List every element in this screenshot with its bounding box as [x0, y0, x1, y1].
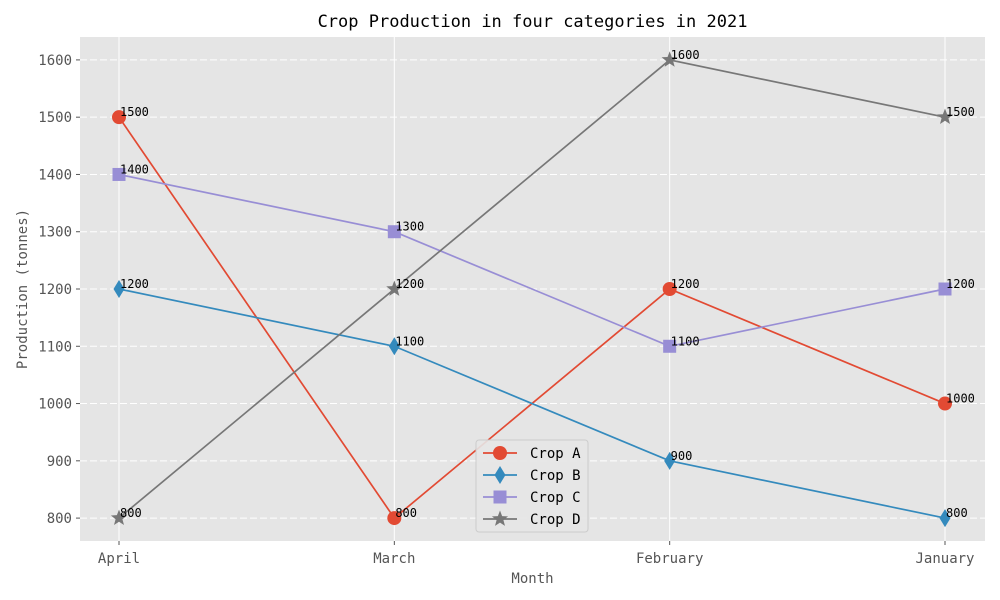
data-label-crop-b-february: 900	[671, 449, 693, 463]
x-axis-label: Month	[511, 571, 553, 587]
data-label-crop-a-april: 1500	[120, 105, 149, 119]
data-label-crop-a-january: 1000	[946, 392, 975, 406]
data-label-crop-d-april: 800	[120, 506, 142, 520]
data-label-crop-d-january: 1500	[946, 105, 975, 119]
marker-crop-b-february	[664, 451, 676, 470]
data-label-crop-b-april: 1200	[120, 277, 149, 291]
marker-crop-c-january	[938, 282, 952, 296]
legend-marker-crop-c	[493, 490, 507, 504]
data-label-crop-a-march: 800	[395, 506, 417, 520]
legend: Crop A Crop B Crop C Crop D	[475, 439, 589, 533]
data-label-crop-c-march: 1300	[395, 220, 424, 234]
legend-label-crop-d: Crop D	[530, 512, 581, 528]
series-line-crop-c	[118, 173, 946, 348]
data-label-crop-c-january: 1200	[946, 277, 975, 291]
marker-crop-d-april	[110, 509, 128, 525]
data-label-crop-d-march: 1200	[395, 277, 424, 291]
legend-box	[475, 439, 589, 533]
y-tick-label: 1500	[38, 110, 72, 126]
y-tick-label: 1000	[38, 397, 72, 413]
series-lines	[118, 58, 946, 520]
x-axis-ticks: April March February January	[98, 541, 975, 567]
legend-label-crop-c: Crop C	[530, 490, 581, 506]
data-label-crop-a-february: 1200	[671, 277, 700, 291]
legend-label-crop-b: Crop B	[530, 468, 581, 484]
marker-crop-a-march	[387, 511, 402, 526]
data-labels: 1500 800 1200 1000 1200 1100 900 800 1400 1300 110…	[120, 48, 975, 520]
data-label-crop-b-january: 800	[946, 506, 968, 520]
series-line-crop-d	[118, 58, 946, 519]
y-axis-ticks: 800 900 1000 1100 1200 1300 1400 1500 1600	[38, 53, 80, 527]
y-tick-label: 1300	[38, 225, 72, 241]
marker-crop-d-january	[936, 108, 954, 125]
marker-crop-d-february	[661, 51, 678, 67]
data-label-crop-b-march: 1100	[395, 334, 424, 348]
data-label-crop-c-february: 1100	[671, 334, 700, 348]
y-tick-label: 1200	[38, 282, 72, 298]
data-label-crop-d-february: 1600	[671, 48, 700, 62]
y-tick-label: 900	[47, 454, 72, 470]
x-tick-label-april: April	[98, 551, 140, 567]
marker-crop-d-march	[386, 280, 403, 296]
x-tick-label-march: March	[373, 551, 415, 567]
marker-crop-a-february	[662, 282, 677, 296]
marker-crop-c-april	[112, 167, 126, 181]
marker-crop-b-march	[388, 337, 400, 356]
legend-marker-crop-b	[494, 466, 506, 484]
legend-label-crop-a: Crop A	[530, 446, 581, 462]
marker-crop-b-january	[939, 509, 951, 528]
x-tick-label-january: January	[915, 551, 974, 567]
chart-title: Crop Production in four categories in 20…	[318, 12, 748, 32]
y-tick-label: 800	[47, 511, 72, 527]
y-axis-label: Production (tonnes)	[15, 209, 31, 369]
y-tick-label: 1600	[38, 53, 72, 69]
y-tick-label: 1400	[38, 167, 72, 183]
legend-marker-crop-d	[491, 510, 509, 526]
marker-crop-b-april	[113, 280, 125, 298]
marker-crop-c-march	[387, 225, 401, 239]
marker-crop-a-april	[112, 110, 126, 125]
marker-crop-a-january	[938, 396, 952, 411]
data-label-crop-c-april: 1400	[120, 162, 149, 176]
series-markers	[110, 51, 954, 528]
y-tick-label: 1100	[38, 339, 72, 355]
series-line-crop-b	[118, 288, 946, 519]
marker-crop-c-february	[663, 339, 677, 353]
x-tick-label-february: February	[636, 551, 703, 567]
legend-marker-crop-a	[493, 446, 507, 460]
